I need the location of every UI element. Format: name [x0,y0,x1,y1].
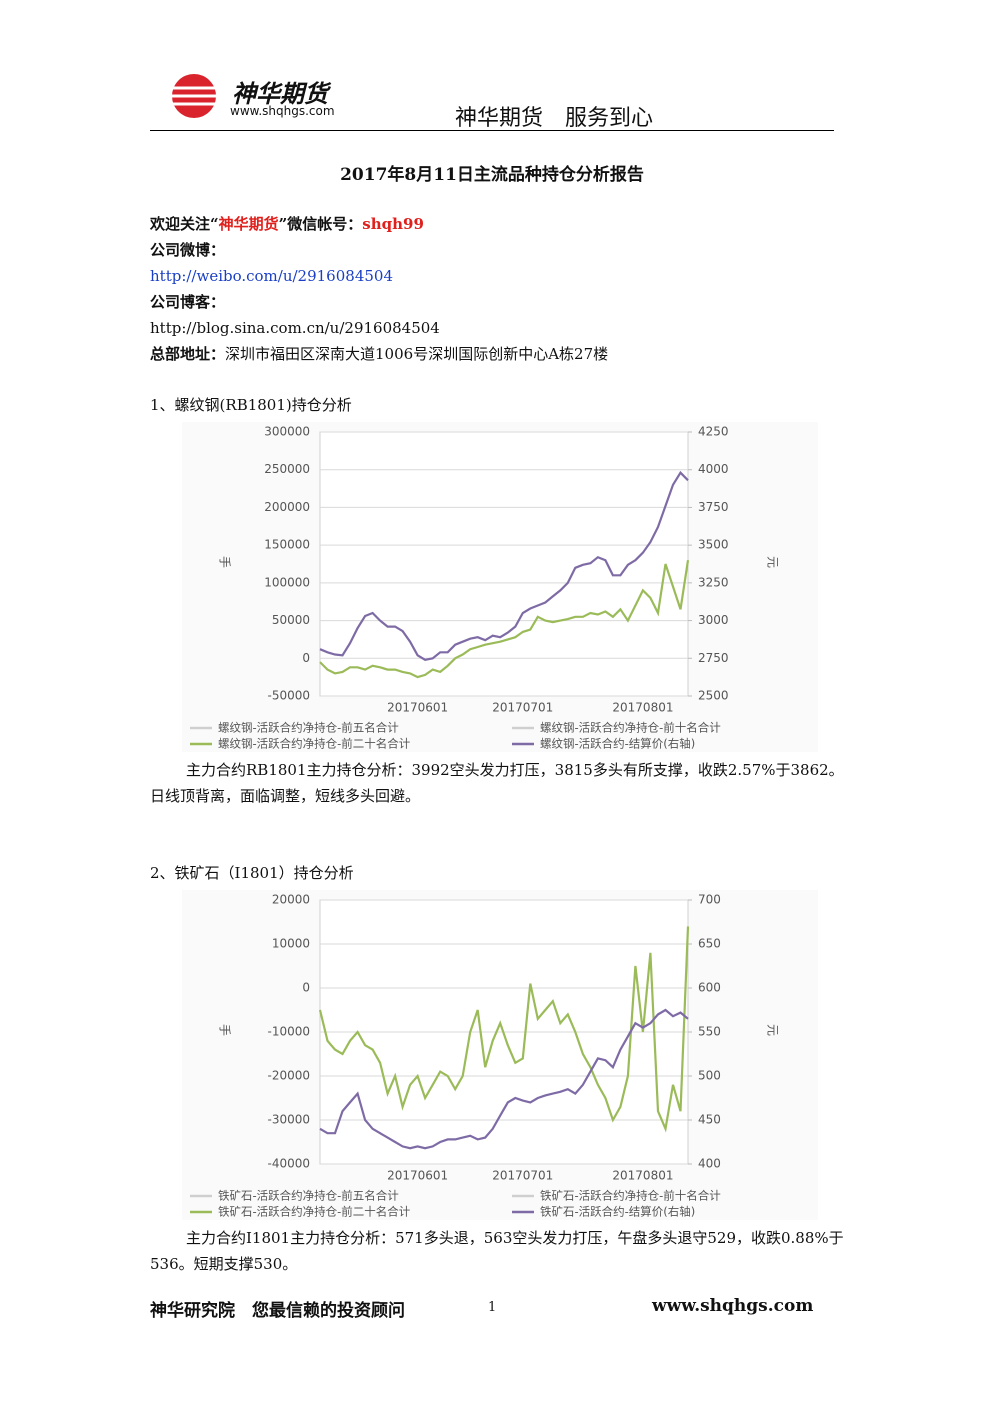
chart: -50000 0 50000 100000 150000 200000 250000 3000… [182,422,818,752]
x-tick-label: 20170801 [612,1169,673,1183]
y-tick-label: 100000 [264,575,310,589]
address-line: 总部地址：深圳市福田区深南大道1006号深圳国际创新中心A栋27楼 [150,341,850,367]
y-tick-label: 150000 [264,538,310,552]
y2-tick-label: 650 [698,937,721,951]
analysis: 主力合约I1801主力持仓分析：571多头退，563空头发力打压，午盘多头退守5… [150,1229,844,1273]
y2-tick-label: 500 [698,1069,721,1083]
y-tick-label: 10000 [272,937,310,951]
chart: -40000 -30000 -20000 -10000 0 10000 20000 400 45… [182,890,818,1220]
analysis: 主力合约RB1801主力持仓分析：3992空头发力打压，3815多头有所支撑，收… [150,761,844,805]
y-tick-label: -40000 [267,1157,310,1171]
y-tick-label: 0 [302,651,310,665]
y-tick-label: 0 [302,981,310,995]
logo-mark [152,70,222,122]
y-tick-label: 200000 [264,500,310,514]
y2-tick-label: 3750 [698,500,729,514]
series-line [318,926,690,1133]
y2-tick-label: 3500 [698,538,729,552]
follow-line: 欢迎关注“神华期货”微信帐号：shqh99 [150,211,850,237]
section-heading: 1、螺纹钢(RB1801)持仓分析 [150,396,352,414]
legend-label: 铁矿石-活跃合约-结算价(右轴) [540,1205,695,1219]
y-tick-label: 50000 [272,613,310,627]
legend-label: 铁矿石-活跃合约净持仓-前十名合计 [540,1189,721,1203]
info: 欢迎关注“神华期货”微信帐号：shqh99 公司微博： http://weibo… [150,211,850,367]
y2-tick-label: 3000 [698,613,729,627]
y-tick-label: -50000 [267,689,310,703]
logo-url: www.shqhgs.com [230,104,335,118]
series-line [319,1008,689,1150]
x-tick-label: 20170601 [387,1169,448,1183]
section-heading: 2、铁矿石（I1801）持仓分析 [150,864,354,882]
y2-axis-label: 元 [766,556,780,568]
header-rule [150,130,834,131]
brand: 神华期货 [218,215,279,233]
y2-tick-label: 4250 [698,425,729,439]
legend-label: 螺纹钢-活跃合约净持仓-前十名合计 [540,721,721,735]
wechat: shqh99 [362,215,424,233]
series-line [319,470,689,661]
y-axis-label: 手 [218,556,232,568]
y-tick-label: 20000 [272,893,310,907]
slogan: 神华期货 服务到心 [455,106,654,131]
address-label: 总部地址： [150,345,226,363]
x-tick-label: 20170701 [492,701,553,715]
y2-tick-label: 700 [698,893,721,907]
y2-tick-label: 4000 [698,462,729,476]
y2-axis-label: 元 [766,1024,780,1036]
y2-tick-label: 2750 [698,651,729,665]
page-number: 1 [488,1300,497,1315]
y2-tick-label: 450 [698,1113,721,1127]
x-tick-label: 20170701 [492,1169,553,1183]
y2-tick-label: 600 [698,981,721,995]
plot-area [319,431,689,697]
y-tick-label: -30000 [267,1113,310,1127]
y2-tick-label: 3250 [698,575,729,589]
report-title: 2017年8月11日主流品种持仓分析报告 [340,165,644,185]
weibo-link[interactable]: http://weibo.com/u/2916084504 [150,267,393,285]
x-tick-label: 20170801 [612,701,673,715]
y-tick-label: -20000 [267,1069,310,1083]
footer-left: 神华研究院 您最信赖的投资顾问 [150,1301,405,1321]
y-tick-label: 250000 [264,462,310,476]
legend-label: 螺纹钢-活跃合约-结算价(右轴) [540,737,695,751]
y-tick-label: -10000 [267,1025,310,1039]
legend-label: 铁矿石-活跃合约净持仓-前五名合计 [218,1189,399,1203]
text: 欢迎关注“ [150,215,219,233]
legend-label: 螺纹钢-活跃合约净持仓-前二十名合计 [218,737,411,751]
y-axis-label: 手 [218,1024,232,1036]
y2-tick-label: 550 [698,1025,721,1039]
y2-tick-label: 400 [698,1157,721,1171]
footer-url: www.shqhgs.com [652,1296,814,1316]
text: ”微信帐号： [278,215,363,233]
weibo-label: 公司微博： [150,241,226,259]
legend-label: 铁矿石-活跃合约净持仓-前二十名合计 [218,1205,411,1219]
logo-text: 神华期货 [232,80,328,108]
address: 深圳市福田区深南大道1006号深圳国际创新中心A栋27楼 [225,345,609,363]
y-tick-label: 300000 [264,425,310,439]
legend-label: 螺纹钢-活跃合约净持仓-前五名合计 [218,721,399,735]
blog-label: 公司博客： [150,293,226,311]
logo-icon [172,74,216,118]
blog-url: http://blog.sina.com.cn/u/2916084504 [150,319,440,337]
series-line [319,560,690,679]
x-tick-label: 20170601 [387,701,448,715]
y2-tick-label: 2500 [698,689,729,703]
